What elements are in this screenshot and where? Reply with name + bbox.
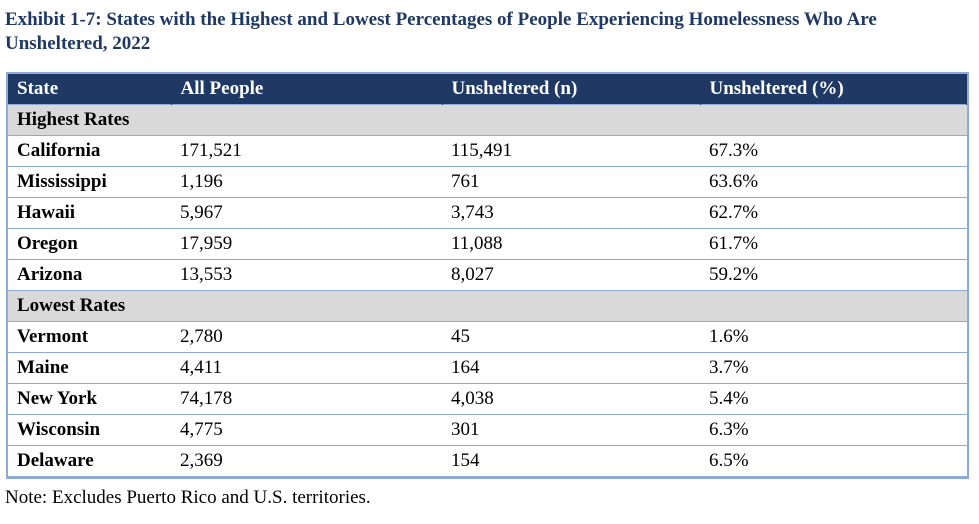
cell-all-people: 17,959 [171,228,442,260]
cell-unsheltered-n: 8,027 [442,259,700,291]
cell-state: Hawaii [8,197,171,229]
cell-state: California [8,135,171,167]
table-row: Hawaii 5,967 3,743 62.7% [8,197,967,229]
cell-state: Wisconsin [8,414,171,446]
table-row: Arizona 13,553 8,027 59.2% [8,259,967,291]
table-row: Maine 4,411 164 3.7% [8,352,967,384]
exhibit-title: Exhibit 1-7: States with the Highest and… [5,9,877,54]
cell-unsheltered-n: 115,491 [442,135,700,167]
cell-all-people: 1,196 [171,166,442,198]
cell-unsheltered-n: 45 [442,321,700,353]
cell-state: Delaware [8,445,171,477]
cell-unsheltered-pct: 62.7% [700,197,967,229]
cell-state: Arizona [8,259,171,291]
cell-all-people: 4,411 [171,352,442,384]
cell-all-people: 5,967 [171,197,442,229]
cell-unsheltered-n: 301 [442,414,700,446]
table-row: Delaware 2,369 154 6.5% [8,445,967,477]
cell-all-people: 2,369 [171,445,442,477]
cell-state: Maine [8,352,171,384]
cell-unsheltered-pct: 6.5% [700,445,967,477]
data-table: State All People Unsheltered (n) Unshelt… [6,72,969,479]
cell-unsheltered-n: 761 [442,166,700,198]
cell-unsheltered-pct: 5.4% [700,383,967,415]
cell-unsheltered-pct: 67.3% [700,135,967,167]
cell-state: Vermont [8,321,171,353]
table-row: Wisconsin 4,775 301 6.3% [8,414,967,446]
header-all-people: All People [171,74,443,105]
cell-state: Oregon [8,228,171,260]
section-label: Lowest Rates [8,290,967,322]
table-row: Mississippi 1,196 761 63.6% [8,166,967,198]
section-label: Highest Rates [8,104,967,136]
table-row: Vermont 2,780 45 1.6% [8,321,967,353]
header-unsheltered-pct: Unsheltered (%) [700,74,967,105]
cell-unsheltered-n: 154 [442,445,700,477]
cell-unsheltered-n: 4,038 [442,383,700,415]
table-row: New York 74,178 4,038 5.4% [8,383,967,415]
cell-unsheltered-pct: 6.3% [700,414,967,446]
cell-unsheltered-pct: 61.7% [700,228,967,260]
cell-all-people: 171,521 [171,135,442,167]
table-row: Oregon 17,959 11,088 61.7% [8,228,967,260]
table-row: California 171,521 115,491 67.3% [8,135,967,167]
section-row-lowest: Lowest Rates [8,290,967,322]
cell-unsheltered-pct: 59.2% [700,259,967,291]
header-state: State [8,74,172,105]
cell-state: New York [8,383,171,415]
cell-unsheltered-n: 11,088 [442,228,700,260]
cell-unsheltered-pct: 63.6% [700,166,967,198]
header-unsheltered-n: Unsheltered (n) [442,74,701,105]
cell-unsheltered-pct: 3.7% [700,352,967,384]
table-header-row: State All People Unsheltered (n) Unshelt… [8,74,967,105]
table-note: Note: Excludes Puerto Rico and U.S. terr… [5,487,371,508]
section-row-highest: Highest Rates [8,104,967,136]
cell-all-people: 4,775 [171,414,442,446]
cell-unsheltered-n: 164 [442,352,700,384]
cell-state: Mississippi [8,166,171,198]
cell-all-people: 13,553 [171,259,442,291]
cell-all-people: 2,780 [171,321,442,353]
cell-unsheltered-n: 3,743 [442,197,700,229]
cell-all-people: 74,178 [171,383,442,415]
cell-unsheltered-pct: 1.6% [700,321,967,353]
